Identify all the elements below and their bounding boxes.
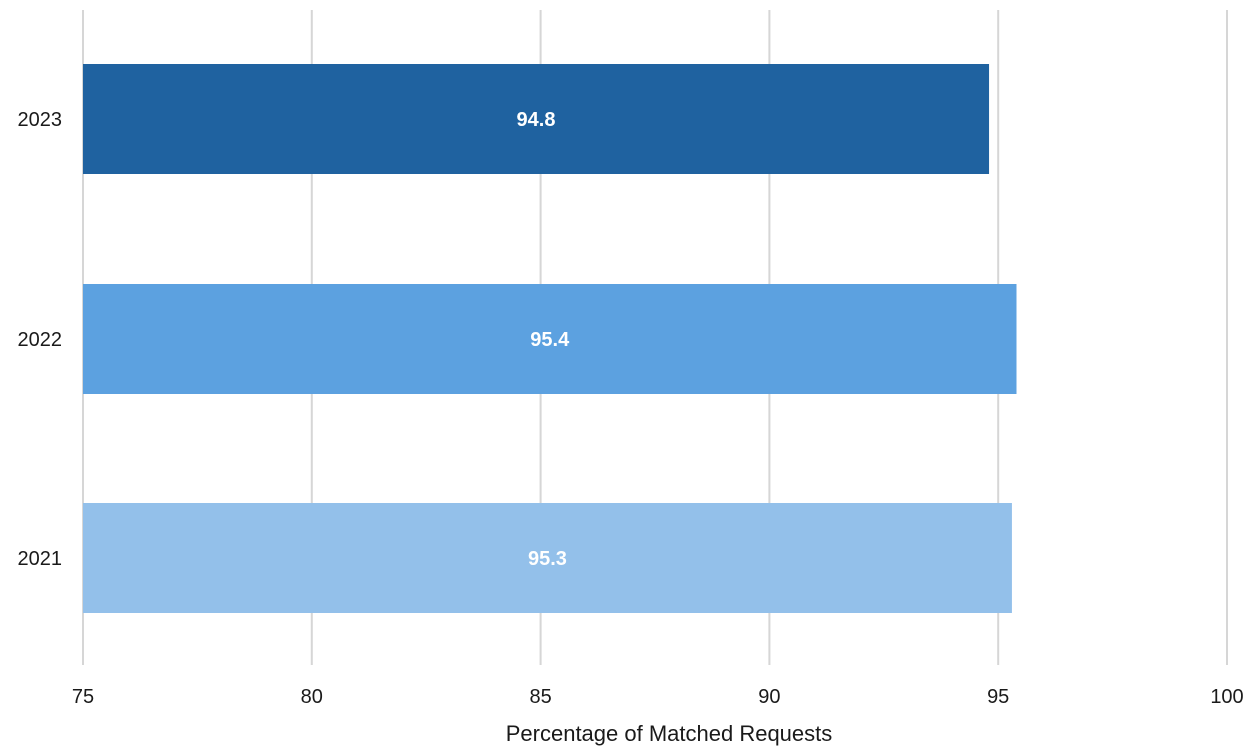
data-label-2021: 95.3 [528, 548, 567, 570]
category-label-2021: 2021 [18, 548, 63, 570]
x-tick-label-85: 85 [529, 686, 551, 708]
data-label-2022: 95.4 [530, 329, 570, 351]
bar-2021 [83, 503, 1012, 613]
category-label-2022: 2022 [18, 329, 63, 351]
x-axis-title: Percentage of Matched Requests [506, 721, 833, 746]
data-label-2023: 94.8 [517, 109, 556, 131]
bars [83, 64, 1017, 613]
x-tick-label-90: 90 [758, 686, 780, 708]
x-tick-label-75: 75 [72, 686, 94, 708]
x-tick-label-80: 80 [301, 686, 323, 708]
bar-2023 [83, 64, 990, 174]
category-label-2023: 2023 [18, 109, 63, 131]
category-labels: 2023 2022 2021 [18, 109, 63, 570]
data-labels: 94.8 95.4 95.3 [517, 109, 571, 570]
x-tick-label-100: 100 [1210, 686, 1243, 708]
x-tick-labels: 75 80 85 90 95 100 [72, 686, 1244, 708]
x-tick-label-95: 95 [987, 686, 1009, 708]
bar-2022 [83, 284, 1017, 394]
